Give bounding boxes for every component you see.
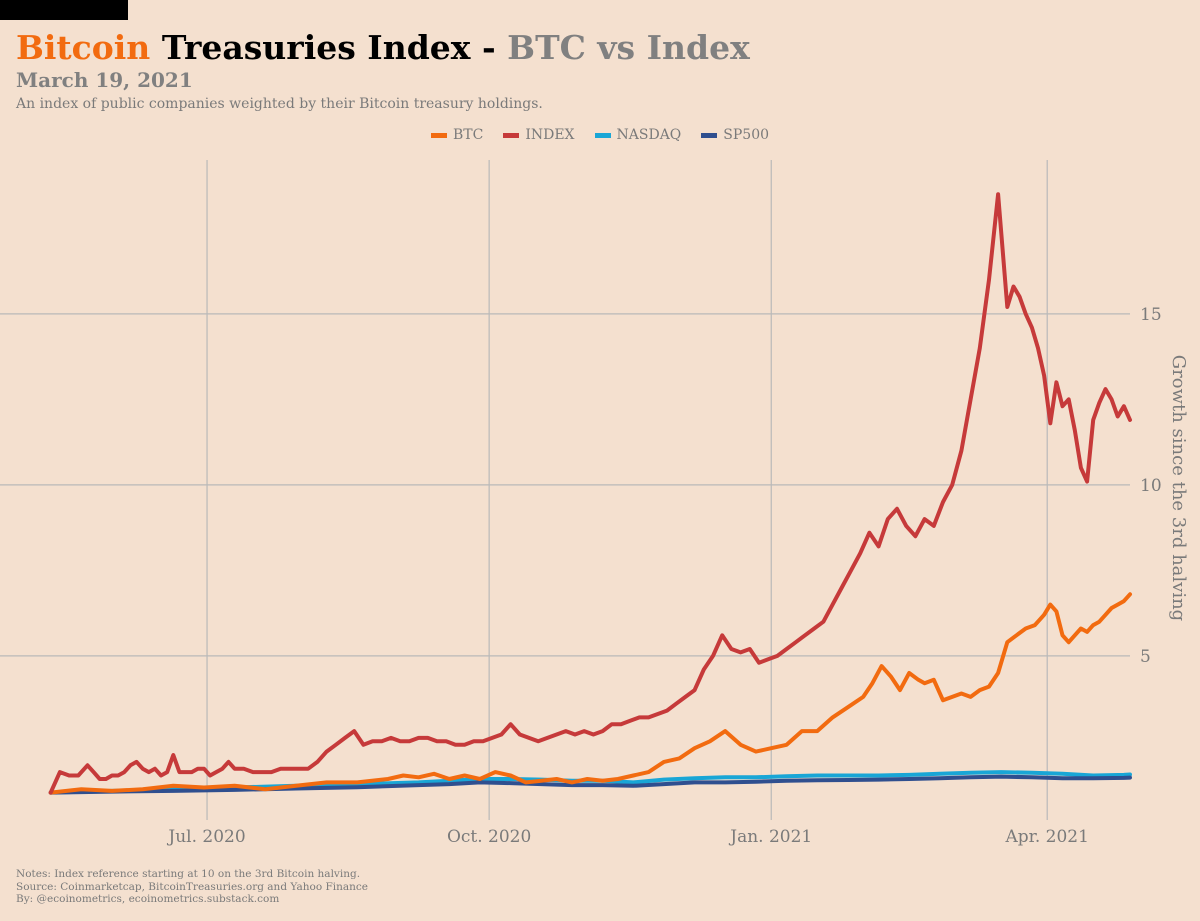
title-btc-vs-index: BTC vs Index [507, 28, 750, 67]
legend-label: INDEX [525, 127, 575, 143]
legend-swatch [430, 132, 447, 138]
corner-block [0, 0, 128, 20]
chart-title: Bitcoin Treasuries Index - BTC vs Index [16, 28, 750, 68]
legend-swatch [594, 132, 611, 138]
title-bitcoin-word: Bitcoin [16, 28, 151, 67]
series-line-sp500 [48, 774, 1132, 795]
legend: BTC INDEX NASDAQ SP500 [0, 127, 1200, 143]
grid-lines [0, 160, 1130, 820]
title-treasuries-index: Treasuries Index [161, 28, 471, 67]
x-tick-label: Apr. 2021 [1004, 827, 1089, 847]
legend-label: NASDAQ [616, 127, 682, 143]
legend-swatch [503, 132, 520, 138]
legend-item-sp500: SP500 [701, 127, 769, 143]
legend-label: BTC [452, 127, 484, 143]
legend-swatch [701, 132, 718, 138]
x-tick-label: Oct. 2020 [447, 827, 531, 847]
x-tick-label: Jan. 2021 [728, 827, 812, 847]
y-tick-label: 15 [1140, 305, 1162, 325]
chart-date: March 19, 2021 [16, 68, 193, 92]
legend-item-btc: BTC [430, 127, 484, 143]
legend-item-nasdaq: NASDAQ [594, 127, 682, 143]
chart-notes: Notes: Index reference starting at 10 on… [16, 868, 368, 906]
legend-item-index: INDEX [503, 127, 575, 143]
series-line-btc [48, 592, 1132, 795]
y-tick-label: 5 [1140, 647, 1151, 667]
x-axis: Jul. 2020 Oct. 2020 Jan. 2021 Apr. 2021 [166, 827, 1089, 847]
series-line-index [48, 192, 1132, 795]
chart-subtitle: An index of public companies weighted by… [16, 96, 543, 112]
author-line: By: @ecoinometrics, ecoinometrics.substa… [16, 893, 280, 905]
source-line: Source: Coinmarketcap, BitcoinTreasuries… [16, 880, 369, 893]
legend-label: SP500 [723, 127, 770, 143]
y-axis: 5 10 15 [1140, 305, 1162, 667]
title-separator: - [481, 28, 496, 67]
y-tick-label: 10 [1140, 476, 1162, 496]
x-tick-label: Jul. 2020 [166, 827, 245, 847]
series-lines [48, 192, 1132, 795]
note-line: Notes: Index reference starting at 10 on… [16, 868, 361, 880]
y-axis-title: Growth since the 3rd halving [1168, 355, 1189, 621]
